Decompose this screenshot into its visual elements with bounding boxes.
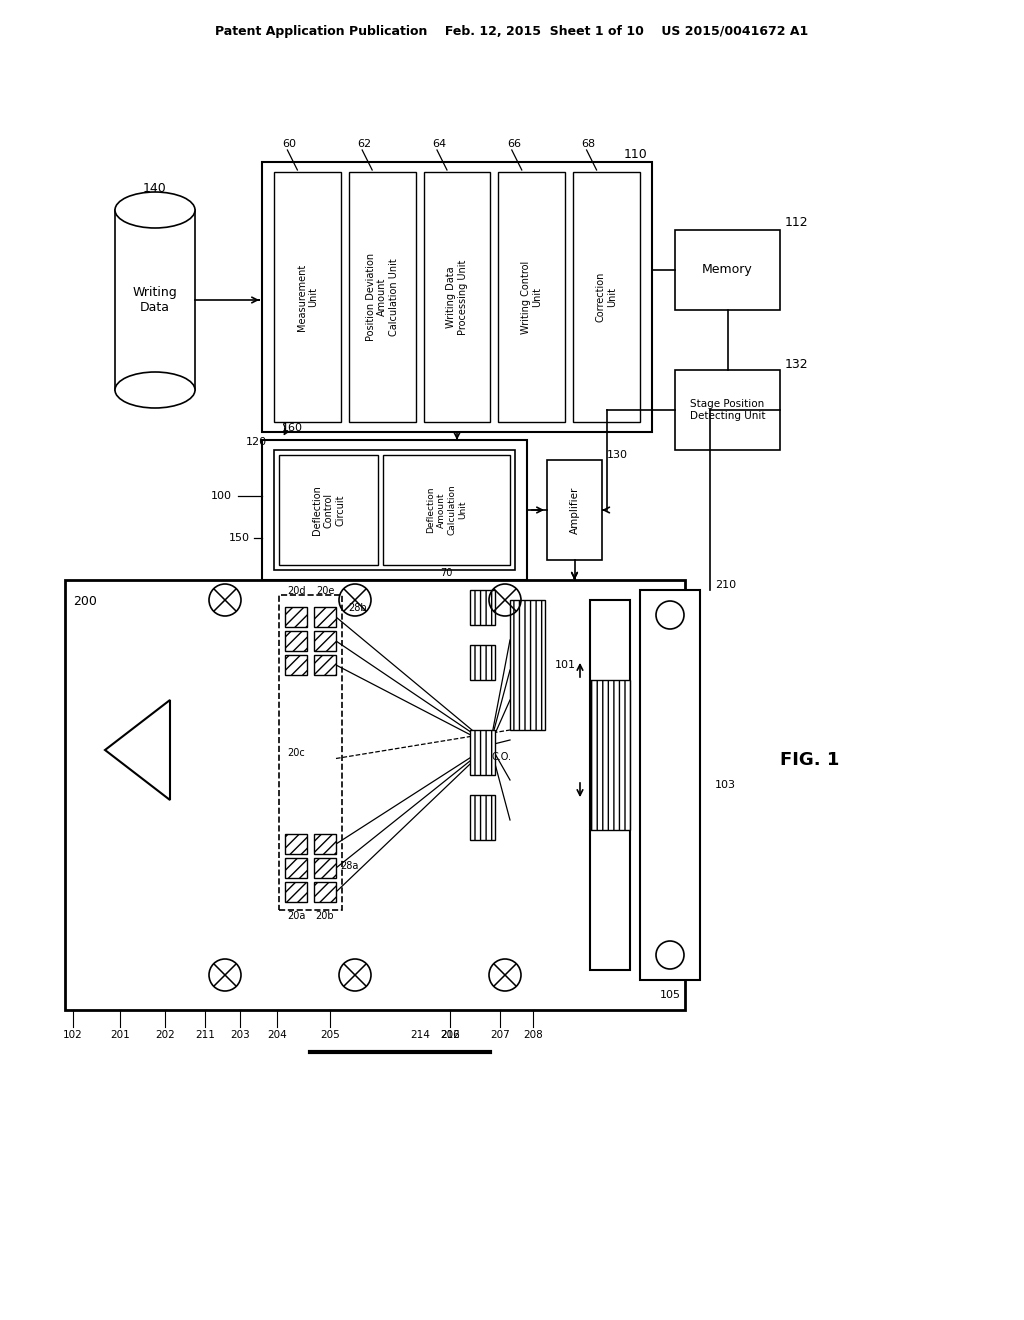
Text: 210: 210 — [715, 579, 736, 590]
Text: Position Deviation
Amount
Calculation Unit: Position Deviation Amount Calculation Un… — [366, 253, 398, 341]
Ellipse shape — [115, 191, 195, 228]
Bar — [262, 162, 652, 432]
Text: 64: 64 — [432, 139, 446, 149]
Text: C.O.: C.O. — [492, 752, 512, 762]
Text: 20e: 20e — [315, 586, 334, 597]
Text: 28b: 28b — [348, 603, 367, 612]
Bar — [499, 172, 565, 422]
Bar — [675, 370, 780, 450]
Text: 132: 132 — [785, 359, 809, 371]
Text: 20b: 20b — [315, 911, 334, 921]
Text: 205: 205 — [321, 1030, 340, 1040]
Bar — [547, 459, 602, 560]
Text: Writing Data
Processing Unit: Writing Data Processing Unit — [446, 259, 468, 335]
Text: Deflection
Control
Circuit: Deflection Control Circuit — [312, 484, 345, 535]
Bar — [285, 882, 307, 902]
Text: 68: 68 — [582, 139, 596, 149]
Bar — [314, 882, 336, 902]
Text: 20c: 20c — [287, 747, 305, 758]
Bar — [279, 595, 342, 909]
Text: Measurement
Unit: Measurement Unit — [297, 264, 318, 330]
Bar — [314, 607, 336, 627]
Bar — [510, 601, 545, 730]
Bar — [383, 455, 510, 565]
Ellipse shape — [115, 372, 195, 408]
Bar — [285, 655, 307, 675]
Text: 20a: 20a — [287, 911, 305, 921]
Bar — [65, 579, 685, 1010]
Text: 66: 66 — [507, 139, 521, 149]
Bar — [285, 631, 307, 651]
Text: 140: 140 — [143, 181, 167, 194]
Text: 206: 206 — [440, 1030, 460, 1040]
Text: 70: 70 — [440, 568, 453, 578]
Text: 208: 208 — [523, 1030, 543, 1040]
Text: Writing Control
Unit: Writing Control Unit — [521, 260, 543, 334]
Bar — [590, 680, 630, 830]
Text: Deflection
Amount
Calculation
Unit: Deflection Amount Calculation Unit — [427, 484, 467, 536]
Text: 100: 100 — [211, 491, 232, 502]
Bar — [314, 655, 336, 675]
Text: Writing
Data: Writing Data — [133, 286, 177, 314]
Text: 20d: 20d — [287, 586, 305, 597]
Bar — [274, 172, 341, 422]
Text: 105: 105 — [659, 990, 681, 1001]
Bar — [314, 631, 336, 651]
Bar — [675, 230, 780, 310]
Text: 201: 201 — [111, 1030, 130, 1040]
Text: 60: 60 — [283, 139, 296, 149]
Text: 214: 214 — [410, 1030, 430, 1040]
Text: 103: 103 — [715, 780, 736, 789]
Bar — [470, 645, 495, 680]
Text: Correction
Unit: Correction Unit — [596, 272, 617, 322]
Text: 200: 200 — [73, 595, 97, 609]
Bar — [640, 590, 700, 979]
Bar — [314, 858, 336, 878]
Text: 203: 203 — [230, 1030, 250, 1040]
Bar — [285, 607, 307, 627]
Text: Stage Position
Detecting Unit: Stage Position Detecting Unit — [690, 399, 765, 421]
Text: 202: 202 — [155, 1030, 175, 1040]
Bar — [470, 795, 495, 840]
Text: 212: 212 — [440, 1030, 460, 1040]
Text: 112: 112 — [785, 215, 809, 228]
Text: Amplifier: Amplifier — [569, 486, 580, 533]
Text: 101: 101 — [555, 660, 575, 671]
Text: FIG. 1: FIG. 1 — [780, 751, 840, 770]
Text: 102: 102 — [63, 1030, 83, 1040]
Text: 120: 120 — [246, 437, 266, 447]
Bar — [573, 172, 640, 422]
Bar — [274, 450, 515, 570]
Bar — [285, 858, 307, 878]
Bar — [470, 730, 495, 775]
Bar — [470, 590, 495, 624]
Text: 62: 62 — [357, 139, 372, 149]
Bar — [314, 834, 336, 854]
Bar — [279, 455, 379, 565]
Text: 130: 130 — [607, 450, 628, 459]
Text: 204: 204 — [267, 1030, 287, 1040]
Bar — [262, 440, 527, 579]
Bar — [590, 601, 630, 970]
Text: 160: 160 — [282, 422, 302, 433]
Bar — [349, 172, 416, 422]
Bar — [285, 834, 307, 854]
Text: 150: 150 — [229, 533, 250, 543]
Text: Patent Application Publication    Feb. 12, 2015  Sheet 1 of 10    US 2015/004167: Patent Application Publication Feb. 12, … — [215, 25, 809, 38]
Bar — [424, 172, 490, 422]
Text: 207: 207 — [490, 1030, 510, 1040]
Text: 110: 110 — [624, 148, 647, 161]
Text: 28a: 28a — [340, 861, 358, 871]
Text: Memory: Memory — [702, 264, 753, 276]
Text: 211: 211 — [195, 1030, 215, 1040]
